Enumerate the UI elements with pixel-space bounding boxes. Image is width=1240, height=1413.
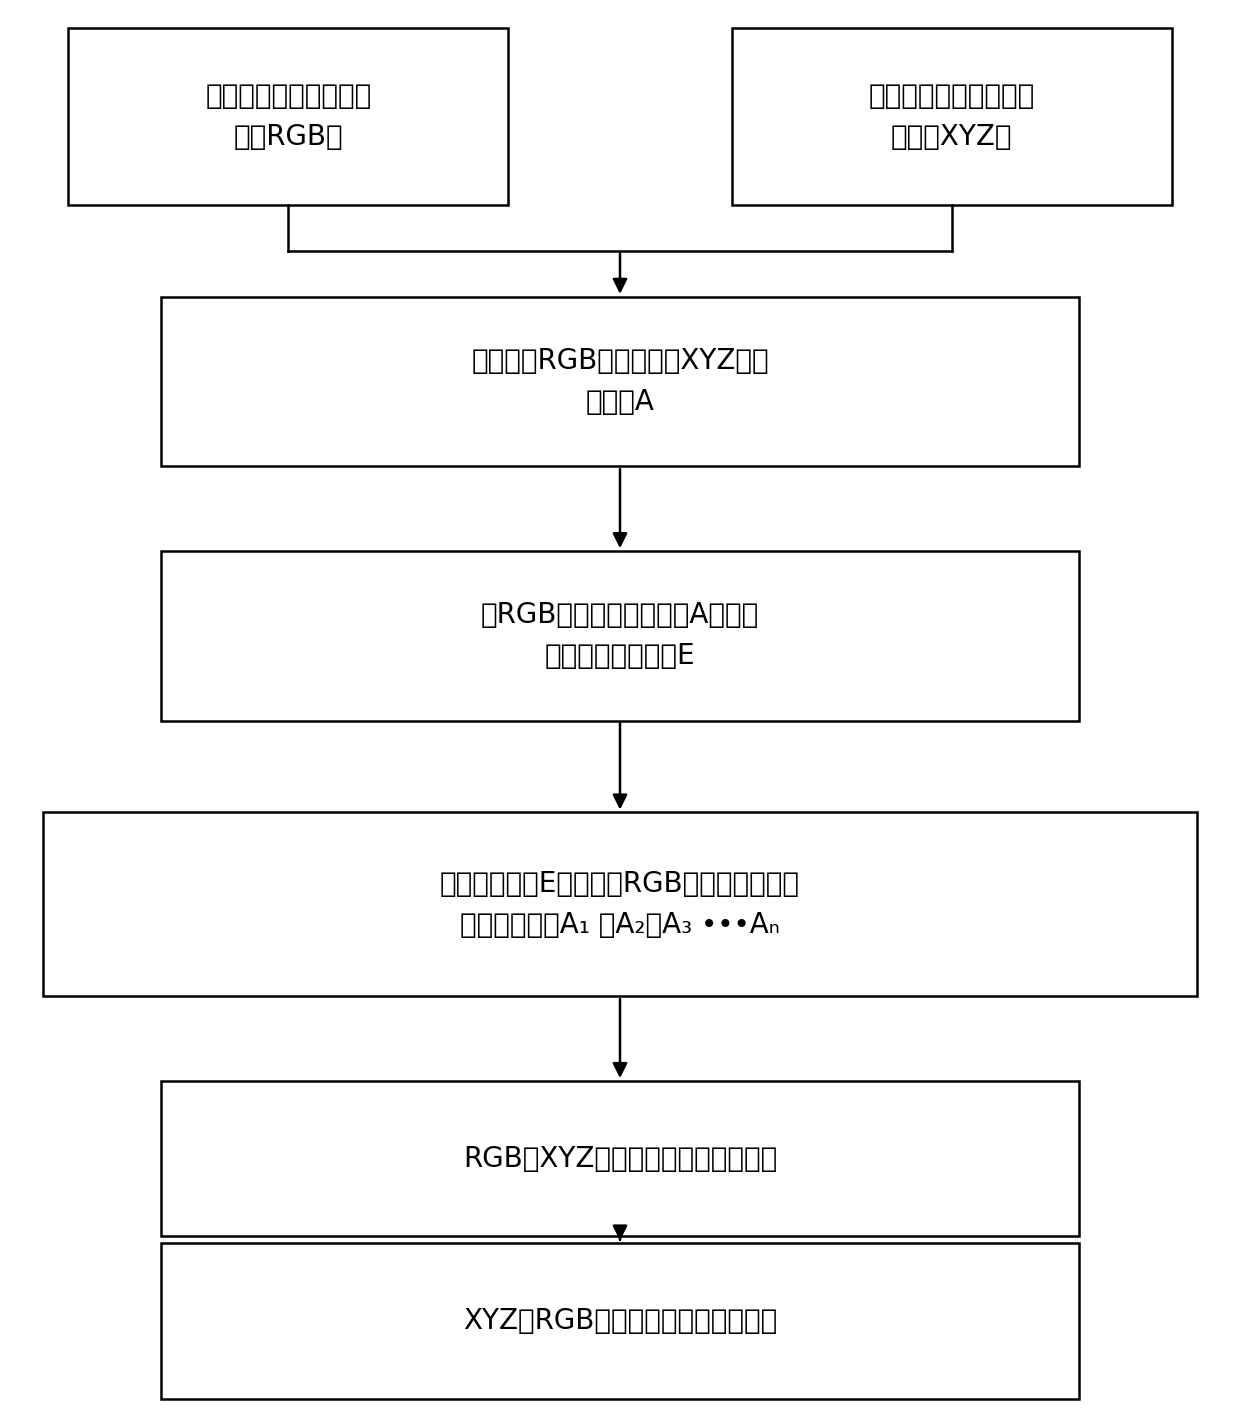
Bar (161, 551, 1079, 721)
Bar (161, 1081, 1079, 1236)
Text: XYZ到RGB的高精度非线性拟合公式: XYZ到RGB的高精度非线性拟合公式 (463, 1307, 777, 1335)
Bar (43, 812, 1197, 996)
Bar (161, 297, 1079, 466)
Bar (68, 28, 508, 205)
Text: 将RGB值带入系数矩阵为A的转换
公式计算转换误差E: 将RGB值带入系数矩阵为A的转换 公式计算转换误差E (481, 602, 759, 670)
Text: 拟合整个RGB色彩空间到XYZ的系
数矩阵A: 拟合整个RGB色彩空间到XYZ的系 数矩阵A (471, 348, 769, 415)
Text: 色度计测量得到的被测
对象的XYZ值: 色度计测量得到的被测 对象的XYZ值 (868, 82, 1035, 151)
Text: RGB到XYZ的高精度非线性拟合公式: RGB到XYZ的高精度非线性拟合公式 (463, 1145, 777, 1173)
Text: 相机拍摄得到的被测对
象的RGB值: 相机拍摄得到的被测对 象的RGB值 (205, 82, 372, 151)
Bar (161, 1243, 1079, 1399)
Text: 根据转换误差E的分布对RGB进行分块拟合，
得到系数矩阵A₁ 、A₂、A₃ •••Aₙ: 根据转换误差E的分布对RGB进行分块拟合， 得到系数矩阵A₁ 、A₂、A₃ ••… (440, 870, 800, 938)
Bar (732, 28, 1172, 205)
